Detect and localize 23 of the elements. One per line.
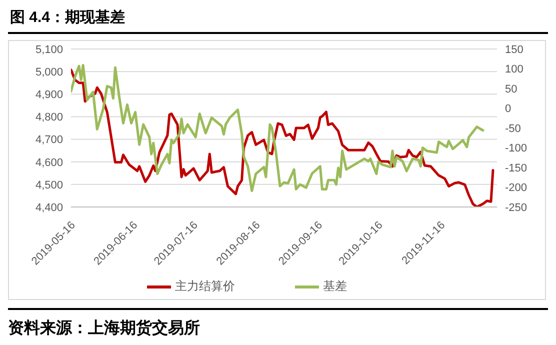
- y-tick-label: 5,000: [35, 66, 63, 78]
- y2-tick-label: -100: [505, 142, 528, 155]
- y-tick-label: 5,100: [35, 44, 63, 56]
- y-tick-label: 4,900: [35, 89, 63, 102]
- y2-tick-label: 100: [505, 64, 524, 76]
- legend-label: 基差: [323, 279, 347, 294]
- text: 资料来源：上海期货交易所: [8, 318, 201, 339]
- line-series: [71, 64, 484, 192]
- y2-tick-label: -200: [505, 182, 528, 194]
- y-tick-label: 4,700: [35, 134, 63, 146]
- y-tick-label: 4,800: [35, 112, 63, 124]
- y2-tick-label: 0: [505, 103, 512, 116]
- legend-label: 主力结算价: [175, 279, 235, 294]
- y2-tick-label: -250: [505, 202, 528, 214]
- y2-tick-label: 150: [505, 44, 524, 56]
- y2-tick-label: -150: [505, 162, 528, 174]
- line-series: [71, 68, 494, 207]
- y2-tick-label: -50: [505, 122, 521, 135]
- y-tick-label: 4,500: [35, 179, 63, 192]
- y-tick-label: 4,600: [35, 156, 63, 169]
- y2-tick-label: 50: [505, 83, 518, 96]
- y-tick-label: 4,400: [35, 202, 63, 214]
- chart-title: 图 4.4：期现基差: [8, 8, 548, 34]
